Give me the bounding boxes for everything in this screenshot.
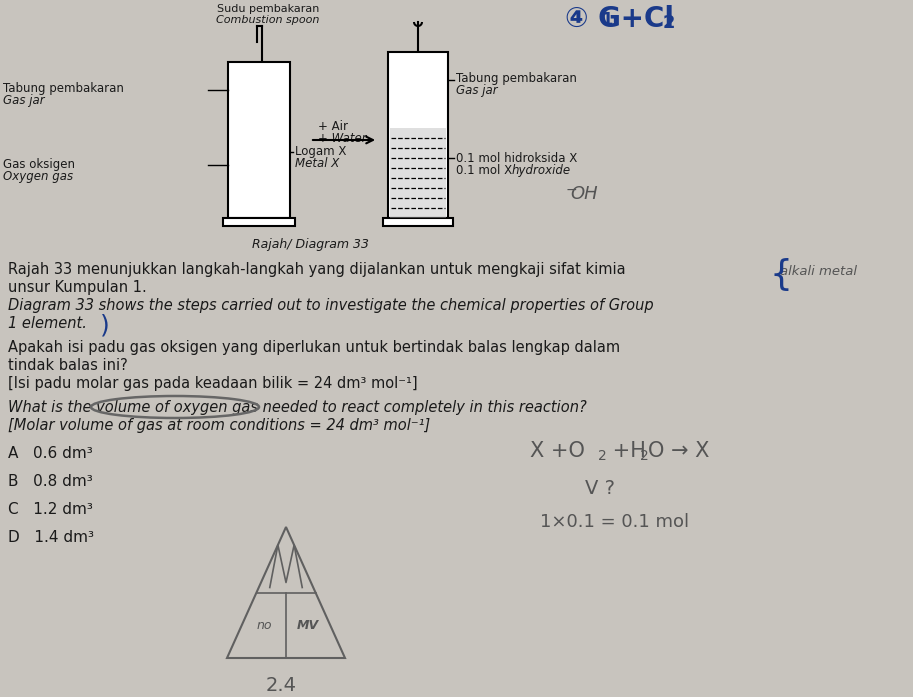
- Text: OH: OH: [570, 185, 598, 203]
- Bar: [228, 62, 290, 218]
- Text: 0.1 mol hidroksida X: 0.1 mol hidroksida X: [456, 152, 577, 165]
- Text: Oxygen gas: Oxygen gas: [3, 170, 73, 183]
- Text: tindak balas ini?: tindak balas ini?: [8, 358, 128, 373]
- Bar: [390, 128, 446, 218]
- Text: 0.1 mol X: 0.1 mol X: [456, 164, 516, 177]
- Text: Rajah/ Diagram 33: Rajah/ Diagram 33: [251, 238, 369, 251]
- Text: B   0.8 dm³: B 0.8 dm³: [8, 474, 93, 489]
- Text: [Molar volume of gas at room conditions = 24 dm³ mol⁻¹]: [Molar volume of gas at room conditions …: [8, 418, 430, 433]
- Text: hydroxide: hydroxide: [512, 164, 572, 177]
- Text: O → X: O → X: [648, 441, 709, 461]
- Text: no: no: [257, 619, 272, 631]
- Text: [Isi padu molar gas pada keadaan bilik = 24 dm³ mol⁻¹]: [Isi padu molar gas pada keadaan bilik =…: [8, 376, 417, 391]
- Text: C   1.2 dm³: C 1.2 dm³: [8, 502, 93, 517]
- Bar: [388, 52, 448, 218]
- Text: 2.4: 2.4: [266, 676, 297, 695]
- Text: Logam X: Logam X: [295, 145, 346, 158]
- Text: 2: 2: [598, 449, 607, 463]
- Text: Tabung pembakaran: Tabung pembakaran: [3, 82, 124, 95]
- Text: + Water: + Water: [318, 132, 367, 145]
- Text: X +O: X +O: [530, 441, 585, 461]
- Text: Gas oksigen: Gas oksigen: [3, 158, 75, 171]
- Text: unsur Kumpulan 1.: unsur Kumpulan 1.: [8, 280, 147, 295]
- Ellipse shape: [259, 153, 265, 158]
- Text: Sudu pembakaran: Sudu pembakaran: [216, 4, 320, 14]
- Text: alkali metal: alkali metal: [780, 265, 857, 278]
- Text: 1: 1: [601, 11, 613, 29]
- Text: + Air: + Air: [318, 120, 348, 133]
- Text: Combustion spoon: Combustion spoon: [216, 15, 320, 25]
- Text: +H: +H: [606, 441, 645, 461]
- Text: A   0.6 dm³: A 0.6 dm³: [8, 446, 93, 461]
- Text: ④ G: ④ G: [565, 5, 621, 33]
- Text: MV: MV: [297, 619, 319, 631]
- Text: Tabung pembakaran: Tabung pembakaran: [456, 72, 577, 85]
- Text: +Cl: +Cl: [611, 5, 674, 33]
- Text: 2: 2: [663, 14, 676, 32]
- Text: {: {: [770, 258, 793, 292]
- Bar: [223, 218, 295, 226]
- Bar: [383, 218, 453, 226]
- Text: D   1.4 dm³: D 1.4 dm³: [8, 530, 94, 545]
- Text: Diagram 33 shows the steps carried out to investigate the chemical properties of: Diagram 33 shows the steps carried out t…: [8, 298, 654, 313]
- Text: Gas jar: Gas jar: [3, 94, 45, 107]
- Text: V ?: V ?: [585, 479, 615, 498]
- Text: 2: 2: [640, 449, 649, 463]
- Text: 1 element.: 1 element.: [8, 316, 87, 331]
- Text: Gas jar: Gas jar: [456, 84, 498, 97]
- Text: What is the volume of oxygen gas needed to react completely in this reaction?: What is the volume of oxygen gas needed …: [8, 400, 587, 415]
- Ellipse shape: [257, 148, 268, 156]
- Text: Metal X: Metal X: [295, 157, 340, 170]
- Text: ): ): [100, 314, 110, 338]
- Text: −: −: [566, 183, 578, 197]
- Text: Apakah isi padu gas oksigen yang diperlukan untuk bertindak balas lengkap dalam: Apakah isi padu gas oksigen yang diperlu…: [8, 340, 620, 355]
- Text: 1×0.1 = 0.1 mol: 1×0.1 = 0.1 mol: [540, 513, 689, 531]
- Text: Rajah 33 menunjukkan langkah-langkah yang dijalankan untuk mengkaji sifat kimia: Rajah 33 menunjukkan langkah-langkah yan…: [8, 262, 625, 277]
